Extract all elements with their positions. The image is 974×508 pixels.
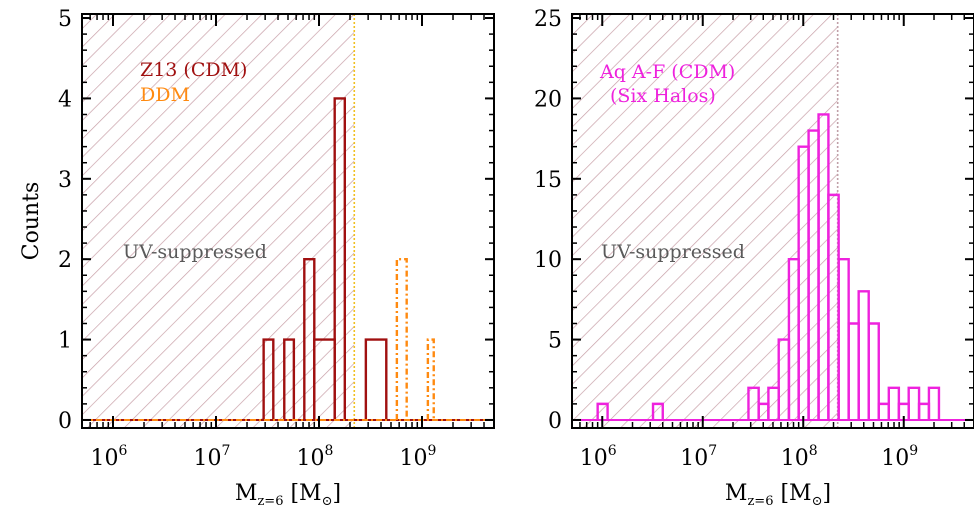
uv-suppressed-region-right xyxy=(572,14,838,428)
histogram-bin xyxy=(283,338,296,420)
histogram-bin xyxy=(917,402,931,420)
right-panel: UV-suppressed Aq A-F (CDM) (Six Halos) 0… xyxy=(534,7,974,508)
histogram-bin xyxy=(364,338,388,420)
y-tick-label: 4 xyxy=(58,87,72,112)
uv-suppressed-region-left xyxy=(82,14,355,428)
y-tick-label: 25 xyxy=(534,7,562,32)
uv-suppressed-label-left: UV-suppressed xyxy=(123,241,267,263)
y-tick-label: 10 xyxy=(534,248,562,273)
histogram-bin xyxy=(847,322,860,420)
x-tick-label: 106 xyxy=(91,443,128,471)
histogram-bin xyxy=(837,257,850,420)
histogram-bin xyxy=(395,257,408,420)
x-tick-label: 108 xyxy=(781,443,818,471)
y-tick-label: 0 xyxy=(58,409,72,434)
histogram-bin xyxy=(333,97,346,420)
y-tick-label: 3 xyxy=(58,168,72,193)
legend-z13: Z13 (CDM) xyxy=(140,59,247,81)
histogram-bin xyxy=(887,386,901,420)
legend-ddm: DDM xyxy=(140,84,190,106)
histogram-bin xyxy=(596,402,609,420)
right-x-axis-label: Mz=6 [M⊙] xyxy=(725,481,831,508)
y-tick-label: 15 xyxy=(534,168,562,193)
y-tick-label: 1 xyxy=(58,329,72,354)
y-tick-label: 5 xyxy=(548,329,562,354)
x-tick-label: 107 xyxy=(680,443,717,471)
x-tick-label: 109 xyxy=(400,443,437,471)
histogram-bin xyxy=(907,386,921,420)
histogram-bin xyxy=(867,322,880,420)
x-tick-label: 109 xyxy=(881,443,918,471)
y-tick-label: 5 xyxy=(58,7,72,32)
histogram-bin xyxy=(262,338,275,420)
legend-six-halos: (Six Halos) xyxy=(610,85,716,107)
x-tick-label: 108 xyxy=(297,443,334,471)
y-tick-label: 20 xyxy=(534,87,562,112)
histogram-bin xyxy=(877,402,891,420)
legend-aq: Aq A-F (CDM) xyxy=(599,61,735,83)
x-tick-label: 107 xyxy=(194,443,231,471)
histogram-bin xyxy=(927,386,941,420)
left-y-axis-label: Counts xyxy=(19,182,44,261)
left-panel: UV-suppressed Z13 (CDM) DDM 0 1 2 3 4 5 106 107… xyxy=(19,7,495,508)
histogram-bin xyxy=(651,402,664,420)
uv-suppressed-label-right: UV-suppressed xyxy=(601,241,745,263)
y-tick-label: 2 xyxy=(58,248,72,273)
y-tick-label: 0 xyxy=(548,409,562,434)
x-tick-label: 106 xyxy=(580,443,617,471)
left-x-axis-label: Mz=6 [M⊙] xyxy=(235,481,341,508)
histogram-bin xyxy=(857,290,870,420)
histogram-bin xyxy=(426,338,435,420)
